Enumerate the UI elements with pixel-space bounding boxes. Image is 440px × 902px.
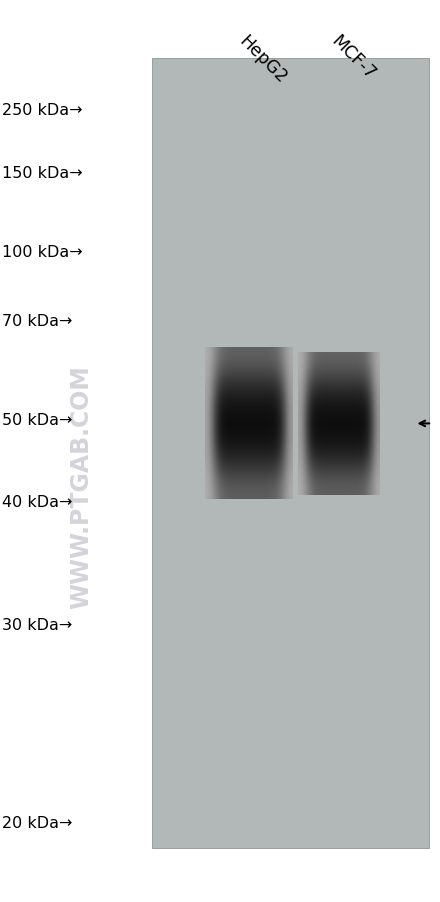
Text: 100 kDa→: 100 kDa→ (2, 245, 83, 260)
Text: WWW.PTGAB.COM: WWW.PTGAB.COM (70, 365, 93, 609)
Text: 250 kDa→: 250 kDa→ (2, 103, 83, 117)
Text: 150 kDa→: 150 kDa→ (2, 166, 83, 180)
Text: 40 kDa→: 40 kDa→ (2, 494, 73, 509)
Text: MCF-7: MCF-7 (328, 32, 379, 84)
Text: 30 kDa→: 30 kDa→ (2, 618, 73, 632)
Text: 50 kDa→: 50 kDa→ (2, 413, 73, 428)
Text: HepG2: HepG2 (235, 32, 290, 87)
Bar (152, 59, 429, 848)
Text: 70 kDa→: 70 kDa→ (2, 314, 73, 328)
Text: 20 kDa→: 20 kDa→ (2, 815, 73, 830)
